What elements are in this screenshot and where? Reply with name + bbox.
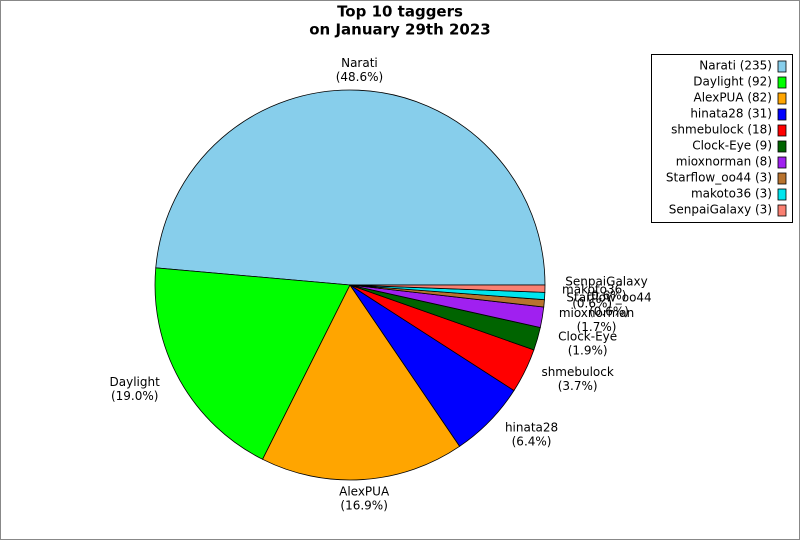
legend-swatch [777, 140, 787, 153]
legend-label: hinata28 (31) [690, 107, 772, 121]
slice-value-label: (48.6%) [336, 70, 383, 84]
pie-slice [262, 284, 461, 481]
legend-swatch [777, 204, 787, 217]
slice-value-label: (1.7%) [577, 320, 617, 334]
pie-slice [155, 89, 546, 286]
slice-label: Starflow_oo44 [566, 291, 651, 305]
legend-label: makoto36 (3) [691, 187, 772, 201]
legend-swatch [777, 92, 787, 105]
legend-swatch [777, 188, 787, 201]
slice-label: hinata28 [505, 420, 558, 434]
pie-slice [349, 284, 546, 293]
slice-value-label: (3.7%) [558, 379, 598, 393]
slice-label: makoto36 [562, 283, 622, 297]
legend-swatch [777, 172, 787, 185]
slice-value-label: (19.0%) [111, 389, 158, 403]
legend-box [651, 54, 793, 223]
chart-subtitle: on January 29th 2023 [309, 21, 490, 39]
legend-swatch [777, 156, 787, 169]
legend-label: mioxnorman (8) [676, 155, 772, 169]
legend-label: Clock-Eye (9) [692, 139, 772, 153]
legend-swatch [777, 108, 787, 121]
slice-label: AlexPUA [339, 485, 390, 499]
slice-value-label: (0.6%) [589, 305, 629, 319]
legend-swatch [777, 76, 787, 89]
slice-label: Daylight [110, 375, 161, 389]
slice-value-label: (0.6%) [572, 297, 612, 311]
legend-label: SenpaiGalaxy (3) [669, 203, 772, 217]
slice-value-label: (6.4%) [512, 434, 552, 448]
slice-value-label: (0.6%) [587, 289, 627, 303]
slice-label: shmebulock [541, 365, 613, 379]
legend-label: Narati (235) [699, 59, 772, 73]
chart-title: Top 10 taggers [337, 3, 463, 21]
legend-label: Daylight (92) [693, 75, 772, 89]
slice-label: SenpaiGalaxy [565, 275, 647, 289]
legend-swatch [777, 124, 787, 137]
slice-label: mioxnorman [559, 306, 634, 320]
slice-value-label: (16.9%) [340, 499, 387, 513]
slice-value-label: (1.9%) [568, 344, 608, 358]
slice-label: Narati [341, 56, 378, 70]
legend-swatch [777, 60, 787, 73]
pie-slice [154, 267, 351, 460]
legend-label: AlexPUA (82) [694, 91, 773, 105]
slice-label: Clock-Eye [558, 330, 617, 344]
legend-label: shmebulock (18) [671, 123, 772, 137]
legend-label: Starflow_oo44 (3) [666, 171, 772, 185]
